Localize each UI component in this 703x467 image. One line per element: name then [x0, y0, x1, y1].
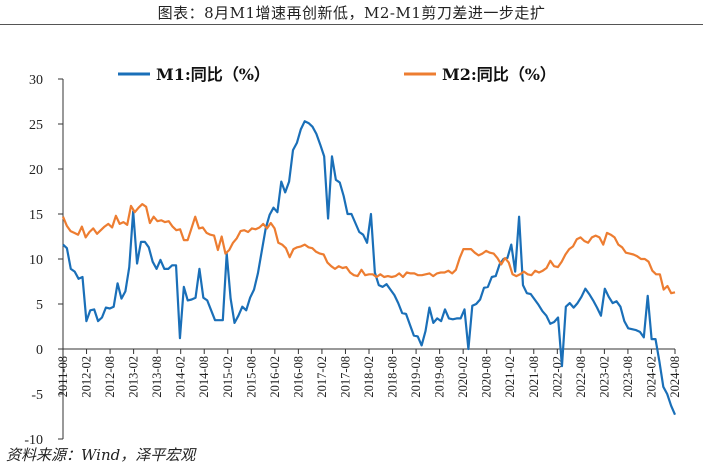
x-tick-label: 2023-08 [621, 356, 635, 398]
x-tick-label: 2013-08 [150, 356, 164, 398]
x-tick-label: 2021-02 [503, 356, 517, 398]
title-divider [0, 24, 703, 25]
x-axis: 2011-08 2012-02 2012-08 2013-02 2013-08 2014-… [56, 348, 682, 398]
x-tick-label: 2014-02 [174, 356, 188, 398]
x-tick-label: 2020-08 [480, 356, 494, 398]
legend-m2-label: M2:同比（%） [442, 65, 556, 84]
legend-m1-label: M1:同比（%） [156, 65, 270, 84]
x-tick-label: 2024-02 [644, 356, 658, 398]
y-tick-label: -10 [24, 433, 43, 448]
x-tick-label: 2021-08 [527, 356, 541, 398]
y-tick-label: 20 [29, 163, 43, 178]
x-tick-label: 2020-02 [456, 356, 470, 398]
x-tick-label: 2017-08 [338, 356, 352, 398]
x-tick-label: 2019-08 [433, 356, 447, 398]
x-tick-label: 2024-08 [668, 356, 682, 398]
m2-series-line [61, 203, 676, 295]
x-tick-label: 2019-02 [409, 356, 423, 398]
y-tick-label: 15 [29, 208, 43, 223]
x-tick-label: 2012-08 [103, 356, 117, 398]
y-tick-label: 10 [29, 253, 43, 268]
source-note: 资料来源：Wind，泽平宏观 [6, 446, 196, 464]
y-tick-label: 0 [36, 343, 43, 358]
x-tick-label: 2016-08 [291, 356, 305, 398]
x-tick-label: 2015-02 [221, 356, 235, 398]
x-tick-label: 2015-08 [244, 356, 258, 398]
x-tick-label: 2014-08 [197, 356, 211, 398]
x-tick-label: 2018-08 [386, 356, 400, 398]
y-axis: -10 -5 0 5 10 15 20 25 30 [24, 73, 64, 448]
x-tick-label: 2023-02 [597, 356, 611, 398]
y-tick-label: 30 [29, 73, 43, 88]
y-tick-label: -5 [31, 388, 43, 403]
y-tick-label: 25 [29, 118, 43, 133]
x-tick-label: 2018-02 [362, 356, 376, 398]
chart-title: 图表：8月M1增速再创新低，M2-M1剪刀差进一步走扩 [157, 4, 546, 22]
x-tick-label: 2017-02 [315, 356, 329, 398]
x-tick-label: 2022-02 [550, 356, 564, 398]
x-tick-label: 2012-02 [80, 356, 94, 398]
x-tick-label: 2022-08 [574, 356, 588, 398]
m1-series-line [62, 120, 677, 416]
x-tick-label: 2013-02 [127, 356, 141, 398]
x-tick-label: 2016-02 [268, 356, 282, 398]
series-lines [61, 120, 677, 416]
y-tick-label: 5 [36, 298, 43, 313]
x-tick-label: 2011-08 [56, 356, 70, 397]
legend: M1:同比（%） M2:同比（%） [118, 65, 556, 84]
